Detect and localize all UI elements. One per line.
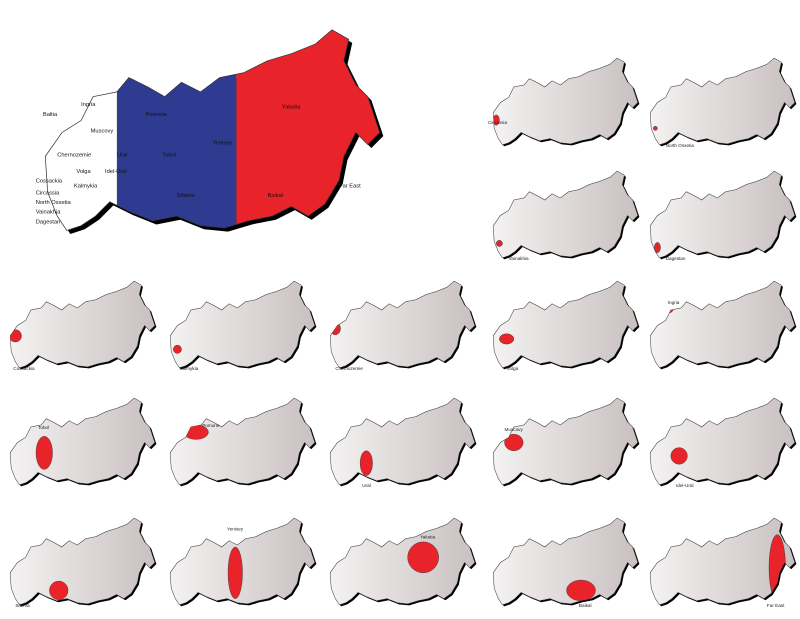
russia-map: Far East (649, 517, 797, 608)
region-map-volga: Volga (488, 278, 643, 373)
region-label: Ural (362, 483, 370, 488)
region-label: Cossackia (13, 366, 35, 371)
region-map-circassia: Circassia (488, 55, 643, 150)
highlighted-region (670, 447, 688, 465)
russia-map: Ural (329, 397, 477, 488)
region-label: Idel-Ural (676, 483, 693, 488)
russia-map: Yenisey (169, 517, 317, 607)
highlighted-region (173, 344, 182, 354)
region-label: Siberia (15, 603, 30, 608)
region-label: Pomorie (146, 112, 167, 118)
russia-map: Idel-Ural (649, 397, 797, 488)
region-map-kalmykia: Kalmykia (165, 278, 320, 373)
russia-map: Vainakhia (492, 170, 640, 261)
region-label: Circassia (36, 191, 60, 197)
russia-map: Chernozemie (329, 280, 477, 371)
russia-map: Tobol (9, 397, 157, 487)
region-map-yakutia: Yakutia (325, 515, 480, 610)
highlighted-region (654, 242, 661, 253)
region-label: Dagestan (36, 219, 60, 225)
region-map-north-ossetia: North Ossetia (645, 55, 800, 150)
region-map-vainakhia: Vainakhia (488, 168, 643, 263)
region-label: Ingria (81, 102, 96, 108)
region-map-dagestan: Dagestan (645, 168, 800, 263)
highlighted-region (499, 333, 515, 345)
region-label: Baikal (267, 193, 283, 199)
region-map-pomorie: Pomorie (165, 395, 320, 490)
region-map-ingria: Ingria (645, 278, 800, 373)
region-label: Baikal (579, 603, 592, 608)
main-map: Baltia Ingria Muscovy Chernozemie Volga Ural I… (30, 25, 395, 240)
region-label: Siberia (177, 193, 196, 199)
region-label: Muscovy (91, 129, 114, 135)
region-label: Dagestan (666, 256, 686, 261)
region-map-baikal: Baikal (488, 515, 643, 610)
region-label: Kalmykia (74, 183, 98, 189)
highlighted-region (35, 436, 53, 470)
region-label: Tobol (162, 152, 176, 158)
highlighted-region (496, 240, 503, 247)
russia-map: Kalmykia (169, 280, 317, 371)
region-map-tobol: Tobol (5, 395, 160, 490)
region-label: Vainakhia (36, 210, 62, 216)
russia-map: Dagestan (649, 170, 797, 261)
highlighted-region (407, 541, 439, 574)
region-label: Far East (767, 603, 785, 608)
region-label: Muscovy (505, 427, 524, 432)
region-label: Chernozemie (335, 366, 363, 371)
highlighted-region (10, 329, 22, 343)
russia-map: Circassia (488, 57, 640, 147)
region-map-muscovy: Muscovy (488, 395, 643, 490)
region-map-ural: Ural (325, 395, 480, 490)
region-label: Far East (339, 183, 361, 189)
highlighted-region (359, 450, 373, 476)
russia-map: Siberia (9, 517, 157, 608)
region-map-cossackia: Cossackia (5, 278, 160, 373)
region-label: Pomorie (202, 423, 220, 428)
highlighted-region (504, 434, 524, 451)
highlighted-region (653, 126, 658, 131)
russia-map: Muscovy (492, 397, 640, 487)
region-label: Tobol (38, 425, 49, 430)
russia-map: Cossackia (9, 280, 157, 371)
region-map-chernozemie: Chernozemie (325, 278, 480, 373)
region-map-yenisey: Yenisey (165, 515, 320, 610)
russia-map: Ingria (649, 280, 797, 370)
highlighted-region (662, 306, 674, 314)
highlighted-region (49, 580, 69, 600)
region-label: Baltia (43, 112, 58, 118)
region-label: Yenisey (227, 526, 244, 531)
region-label: Circassia (488, 120, 507, 125)
region-label: Chernozemie (57, 152, 91, 158)
region-map-siberia: Siberia (5, 515, 160, 610)
russia-map: Baikal (492, 517, 640, 608)
region-label: Volga (507, 366, 519, 371)
russia-map: Volga (492, 280, 640, 371)
highlighted-region (566, 579, 596, 601)
blue-region (116, 29, 237, 231)
russia-map: North Ossetia (649, 57, 797, 148)
region-label: Volga (76, 169, 91, 175)
region-label: Ingria (668, 300, 680, 305)
region-label: Idel-Ural (105, 169, 127, 175)
russia-map: Pomorie (169, 397, 317, 487)
red-region (236, 29, 380, 231)
highlighted-region (493, 114, 500, 126)
region-map-far-east: Far East (645, 515, 800, 610)
russia-map: Yakutia (329, 517, 477, 607)
region-label: Yakutia (420, 535, 436, 540)
region-label: North Ossetia (666, 143, 695, 148)
russia-regions-map: Baltia Ingria Muscovy Chernozemie Volga Ural I… (36, 28, 384, 235)
region-label: Ural (117, 152, 128, 158)
highlighted-region (227, 546, 243, 599)
region-label: Kalmykia (179, 366, 198, 371)
region-label: Yakutia (282, 105, 301, 111)
region-label: Yenisey (213, 140, 233, 146)
region-label: Vainakhia (509, 256, 529, 261)
region-map-idel-ural: Idel-Ural (645, 395, 800, 490)
region-label: Cossackia (36, 179, 63, 185)
region-label: North Ossetia (36, 200, 72, 206)
